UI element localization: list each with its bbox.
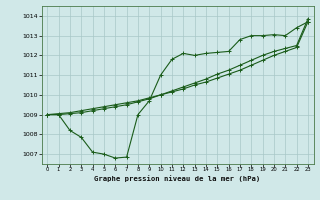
X-axis label: Graphe pression niveau de la mer (hPa): Graphe pression niveau de la mer (hPa) (94, 175, 261, 182)
